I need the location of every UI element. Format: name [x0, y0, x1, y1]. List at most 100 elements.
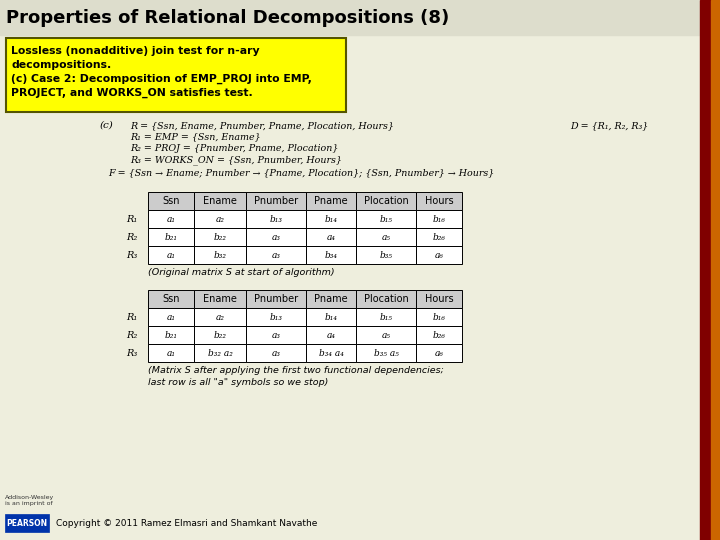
- Bar: [246, 308, 306, 326]
- Bar: [148, 290, 194, 308]
- Text: last row is all "a" symbols so we stop): last row is all "a" symbols so we stop): [148, 378, 328, 387]
- Text: Hours: Hours: [425, 294, 454, 304]
- Text: Plocation: Plocation: [364, 294, 408, 304]
- Bar: [246, 344, 306, 362]
- Text: b₃₅ a₅: b₃₅ a₅: [374, 348, 398, 357]
- Text: a₆: a₆: [434, 251, 444, 260]
- Bar: [194, 228, 246, 246]
- Text: is an imprint of: is an imprint of: [5, 501, 53, 506]
- Text: a₁: a₁: [166, 348, 176, 357]
- Bar: [416, 210, 462, 228]
- Bar: [306, 246, 356, 264]
- Text: Addison-Wesley: Addison-Wesley: [5, 495, 54, 500]
- Text: b₃₄: b₃₄: [325, 251, 338, 260]
- Bar: [356, 326, 416, 344]
- Bar: [194, 246, 246, 264]
- Bar: [5, 514, 49, 532]
- Text: Ename: Ename: [203, 294, 237, 304]
- Text: R₂: R₂: [127, 330, 138, 340]
- Text: a₁: a₁: [166, 214, 176, 224]
- Bar: [194, 210, 246, 228]
- FancyBboxPatch shape: [6, 38, 346, 112]
- Text: (c) Case 2: Decomposition of EMP_PROJ into EMP,: (c) Case 2: Decomposition of EMP_PROJ in…: [11, 74, 312, 84]
- Text: Plocation: Plocation: [364, 196, 408, 206]
- Text: a₂: a₂: [215, 313, 225, 321]
- Bar: [416, 290, 462, 308]
- Bar: [356, 308, 416, 326]
- Text: a₃: a₃: [271, 233, 281, 241]
- Text: (c): (c): [100, 121, 114, 130]
- Bar: [356, 228, 416, 246]
- Text: R₃: R₃: [127, 348, 138, 357]
- Text: D = {R₁, R₂, R₃}: D = {R₁, R₂, R₃}: [570, 121, 648, 130]
- Bar: [416, 344, 462, 362]
- Bar: [246, 210, 306, 228]
- Text: b₁₃: b₁₃: [269, 214, 282, 224]
- Bar: [306, 344, 356, 362]
- Bar: [148, 246, 194, 264]
- Text: a₄: a₄: [326, 330, 336, 340]
- Bar: [306, 210, 356, 228]
- Text: PEARSON: PEARSON: [6, 518, 48, 528]
- Bar: [416, 246, 462, 264]
- Bar: [194, 308, 246, 326]
- Text: Hours: Hours: [425, 196, 454, 206]
- Bar: [148, 344, 194, 362]
- Text: b₁₅: b₁₅: [379, 214, 392, 224]
- Bar: [306, 326, 356, 344]
- Bar: [306, 192, 356, 210]
- Text: a₁: a₁: [166, 313, 176, 321]
- Text: R₁: R₁: [127, 313, 138, 321]
- Text: Ssn: Ssn: [162, 294, 180, 304]
- Text: R₃ = WORKS_ON = {Ssn, Pnumber, Hours}: R₃ = WORKS_ON = {Ssn, Pnumber, Hours}: [130, 156, 342, 165]
- Text: b₁₄: b₁₄: [325, 214, 338, 224]
- Text: R₂ = PROJ = {Pnumber, Pname, Plocation}: R₂ = PROJ = {Pnumber, Pname, Plocation}: [130, 144, 338, 153]
- Text: R₁ = EMP = {Ssn, Ename}: R₁ = EMP = {Ssn, Ename}: [130, 132, 261, 141]
- Text: b₂₁: b₂₁: [164, 233, 178, 241]
- Text: b₂₂: b₂₂: [214, 330, 227, 340]
- Bar: [416, 228, 462, 246]
- Text: a₃: a₃: [271, 330, 281, 340]
- Text: F = {Ssn → Ename; Pnumber → {Pname, Plocation}; {Ssn, Pnumber} → Hours}: F = {Ssn → Ename; Pnumber → {Pname, Ploc…: [108, 168, 494, 177]
- Text: (Original matrix S at start of algorithm): (Original matrix S at start of algorithm…: [148, 268, 335, 277]
- Text: Pnumber: Pnumber: [254, 294, 298, 304]
- Bar: [246, 246, 306, 264]
- Bar: [246, 228, 306, 246]
- Text: a₆: a₆: [434, 348, 444, 357]
- Bar: [148, 210, 194, 228]
- Bar: [356, 290, 416, 308]
- Text: b₁₃: b₁₃: [269, 313, 282, 321]
- Bar: [194, 326, 246, 344]
- Bar: [246, 290, 306, 308]
- Text: a₅: a₅: [382, 233, 390, 241]
- Text: b₃₂ a₂: b₃₂ a₂: [207, 348, 233, 357]
- Text: Properties of Relational Decompositions (8): Properties of Relational Decompositions …: [6, 9, 449, 27]
- Bar: [356, 344, 416, 362]
- Bar: [148, 308, 194, 326]
- Text: Ename: Ename: [203, 196, 237, 206]
- Text: b₂₆: b₂₆: [433, 233, 446, 241]
- Bar: [0, 0, 700, 35]
- Bar: [416, 192, 462, 210]
- Bar: [416, 326, 462, 344]
- Bar: [194, 344, 246, 362]
- Text: b₁₆: b₁₆: [433, 214, 446, 224]
- Text: b₁₆: b₁₆: [433, 313, 446, 321]
- Text: b₂₁: b₂₁: [164, 330, 178, 340]
- Bar: [306, 308, 356, 326]
- Bar: [416, 308, 462, 326]
- Bar: [148, 326, 194, 344]
- Text: a₄: a₄: [326, 233, 336, 241]
- Bar: [194, 290, 246, 308]
- Bar: [356, 210, 416, 228]
- Bar: [194, 192, 246, 210]
- Text: decompositions.: decompositions.: [11, 60, 112, 70]
- Bar: [246, 192, 306, 210]
- Bar: [148, 228, 194, 246]
- Bar: [356, 192, 416, 210]
- Text: b₁₄: b₁₄: [325, 313, 338, 321]
- Text: R₁: R₁: [127, 214, 138, 224]
- Text: a₅: a₅: [382, 330, 390, 340]
- Bar: [246, 326, 306, 344]
- Text: Pnumber: Pnumber: [254, 196, 298, 206]
